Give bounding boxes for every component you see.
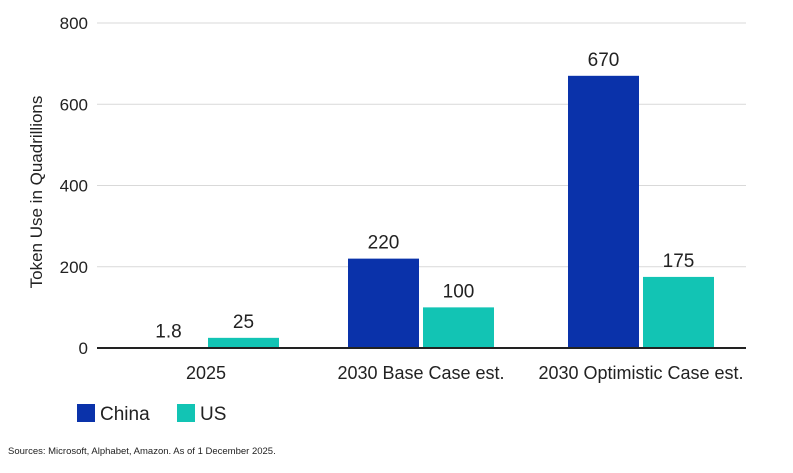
y-tick-label: 600 xyxy=(60,95,88,114)
bar-us-2 xyxy=(643,276,714,348)
y-axis-ticks: 0 200 400 600 800 xyxy=(60,14,88,358)
data-label: 25 xyxy=(233,312,254,333)
data-label: 100 xyxy=(443,281,475,302)
bar-china-1 xyxy=(348,258,419,348)
bar-us-0 xyxy=(208,337,279,348)
bar-us-1 xyxy=(423,307,494,348)
bars xyxy=(133,75,714,348)
y-tick-label: 0 xyxy=(79,339,88,358)
data-label: 1.8 xyxy=(155,321,181,342)
data-label: 220 xyxy=(368,233,400,254)
x-tick-label: 2025 xyxy=(186,363,226,383)
data-labels: 1.8 25 220 100 670 175 xyxy=(155,50,694,342)
data-label: 175 xyxy=(663,251,695,272)
y-tick-label: 400 xyxy=(60,177,88,196)
y-tick-label: 200 xyxy=(60,258,88,277)
legend-swatch-china xyxy=(77,404,95,422)
legend: China US xyxy=(77,404,226,425)
source-note: Sources: Microsoft, Alphabet, Amazon. As… xyxy=(8,446,276,457)
x-tick-label: 2030 Base Case est. xyxy=(337,363,504,383)
x-axis-ticks: 2025 2030 Base Case est. 2030 Optimistic C… xyxy=(186,363,744,383)
y-tick-label: 800 xyxy=(60,14,88,33)
legend-swatch-us xyxy=(177,404,195,422)
legend-label-us: US xyxy=(200,404,226,425)
data-label: 670 xyxy=(588,50,620,71)
bar-china-2 xyxy=(568,75,639,348)
y-axis-label: Token Use in Quadrillions xyxy=(27,96,46,289)
gridlines xyxy=(97,22,746,268)
legend-label-china: China xyxy=(100,404,150,425)
x-tick-label: 2030 Optimistic Case est. xyxy=(538,363,743,383)
